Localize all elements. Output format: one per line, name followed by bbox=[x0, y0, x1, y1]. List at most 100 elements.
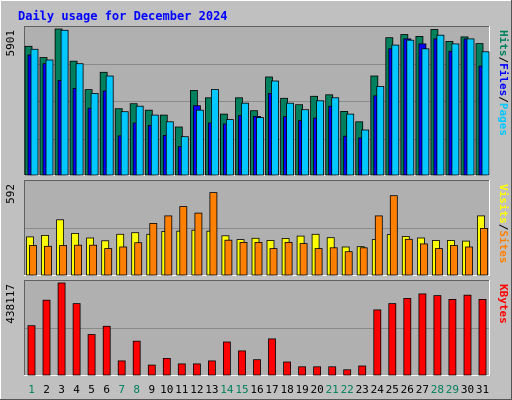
legend-separator: / bbox=[497, 96, 510, 103]
bar-kbytes-day-1 bbox=[27, 325, 36, 376]
bar-pages-day-3 bbox=[60, 29, 69, 176]
bar-pages-day-9 bbox=[150, 114, 159, 176]
bar-sites-day-14 bbox=[224, 239, 233, 276]
bar-kbytes-day-5 bbox=[87, 334, 96, 376]
legend-sites: Sites bbox=[497, 230, 510, 263]
x-tick-label: 1 bbox=[28, 383, 35, 396]
x-tick-label: 16 bbox=[250, 383, 263, 396]
bar-kbytes-day-2 bbox=[42, 299, 51, 376]
x-tick-label: 31 bbox=[476, 383, 489, 396]
legend-separator: / bbox=[497, 224, 510, 231]
bar-sites-day-30 bbox=[465, 246, 473, 276]
legend-kbytes: KBytes bbox=[497, 284, 510, 324]
bar-pages-day-31 bbox=[481, 51, 490, 176]
bar-kbytes-day-16 bbox=[253, 359, 261, 376]
legend-files: Files bbox=[497, 63, 510, 96]
bar-kbytes-day-25 bbox=[388, 303, 397, 376]
bar-sites-day-10 bbox=[164, 215, 173, 276]
x-tick-label: 4 bbox=[73, 383, 80, 396]
y-max-label-kbytes: 438117 bbox=[4, 284, 17, 324]
bar-sites-day-3 bbox=[59, 245, 67, 276]
bar-pages-day-21 bbox=[331, 97, 340, 176]
bar-sites-day-23 bbox=[359, 247, 368, 276]
bar-kbytes-day-8 bbox=[132, 340, 141, 376]
bar-pages-day-15 bbox=[241, 102, 249, 176]
bar-sites-day-4 bbox=[74, 244, 82, 276]
x-tick-label: 17 bbox=[265, 383, 278, 396]
bar-kbytes-day-7 bbox=[117, 360, 126, 376]
bar-kbytes-day-11 bbox=[177, 363, 186, 376]
bar-sites-day-22 bbox=[344, 251, 353, 276]
x-tick-label: 9 bbox=[148, 383, 155, 396]
x-tick-label: 13 bbox=[205, 383, 218, 396]
bar-pages-day-10 bbox=[165, 121, 174, 176]
x-tick-label: 11 bbox=[175, 383, 188, 396]
bar-pages-day-25 bbox=[391, 44, 400, 176]
bar-sites-day-28 bbox=[434, 248, 443, 276]
bar-pages-day-28 bbox=[436, 34, 445, 176]
bar-pages-day-20 bbox=[316, 100, 325, 176]
bar-pages-day-14 bbox=[225, 119, 234, 176]
bar-kbytes-day-19 bbox=[298, 366, 307, 376]
chart-title: Daily usage for December 2024 bbox=[18, 9, 228, 23]
bar-sites-day-8 bbox=[134, 242, 143, 276]
x-tick-label: 5 bbox=[88, 383, 95, 396]
bar-sites-day-16 bbox=[254, 241, 263, 276]
x-tick-label: 12 bbox=[190, 383, 203, 396]
bar-sites-day-12 bbox=[194, 212, 203, 276]
bar-pages-day-4 bbox=[75, 63, 84, 176]
bar-sites-day-7 bbox=[119, 246, 128, 276]
x-tick-label: 6 bbox=[103, 383, 110, 396]
bar-sites-day-9 bbox=[149, 222, 158, 276]
bar-pages-day-18 bbox=[286, 102, 295, 176]
bar-kbytes-day-20 bbox=[313, 366, 322, 376]
bar-sites-day-5 bbox=[89, 244, 97, 276]
bar-kbytes-day-29 bbox=[448, 298, 457, 376]
x-tick-label: 29 bbox=[446, 383, 459, 396]
x-tick-label: 10 bbox=[160, 383, 173, 396]
x-tick-label: 30 bbox=[461, 383, 474, 396]
bar-kbytes-day-27 bbox=[418, 293, 427, 376]
bar-kbytes-day-4 bbox=[72, 303, 81, 376]
bar-pages-day-23 bbox=[361, 129, 370, 176]
bar-kbytes-day-21 bbox=[328, 366, 337, 376]
bar-sites-day-19 bbox=[299, 243, 308, 276]
bar-pages-day-30 bbox=[466, 38, 475, 176]
bar-sites-day-20 bbox=[314, 248, 323, 276]
x-axis-day-labels: 1 2 3 4 5 6 7 8 9 10 11 12 13 14 15 16 17 18 19 20 21 22 23 24 2… bbox=[28, 383, 489, 396]
x-tick-label: 7 bbox=[118, 383, 125, 396]
x-tick-label: 21 bbox=[326, 383, 339, 396]
legend-pages: Pages bbox=[497, 103, 510, 136]
x-tick-label: 25 bbox=[386, 383, 399, 396]
bar-sites-day-11 bbox=[179, 206, 188, 276]
bar-sites-day-26 bbox=[404, 238, 413, 276]
x-tick-label: 20 bbox=[310, 383, 323, 396]
x-tick-label: 15 bbox=[235, 383, 248, 396]
bar-kbytes-day-30 bbox=[463, 294, 472, 376]
bar-pages-day-29 bbox=[451, 43, 460, 176]
legend-visits: Visits bbox=[497, 184, 510, 224]
bar-pages-day-27 bbox=[421, 48, 430, 176]
bar-kbytes-day-3 bbox=[57, 282, 66, 376]
panel-kbytes: 438117 KBytes bbox=[4, 280, 510, 376]
bar-pages-day-1 bbox=[30, 48, 39, 176]
bar-sites-day-27 bbox=[419, 243, 428, 276]
series-legend-kbytes: KBytes bbox=[497, 284, 510, 324]
bar-pages-day-2 bbox=[45, 59, 54, 176]
series-legend-hits: Hits/Files/Pages bbox=[497, 30, 510, 136]
bar-sites-day-15 bbox=[239, 241, 248, 276]
panel-hits: 5901 Hits/Files/Pages bbox=[4, 26, 510, 176]
bar-kbytes-day-10 bbox=[162, 357, 171, 376]
x-tick-label: 19 bbox=[295, 383, 308, 396]
bar-sites-day-25 bbox=[389, 195, 398, 276]
bar-pages-day-26 bbox=[406, 39, 415, 176]
bar-sites-day-13 bbox=[209, 192, 218, 276]
bar-kbytes-day-26 bbox=[403, 297, 412, 376]
bar-pages-day-22 bbox=[346, 113, 355, 176]
bar-pages-day-7 bbox=[120, 111, 129, 176]
legend-hits: Hits bbox=[497, 30, 510, 57]
legend-separator: / bbox=[497, 57, 510, 64]
y-max-label-visits: 592 bbox=[4, 184, 17, 204]
